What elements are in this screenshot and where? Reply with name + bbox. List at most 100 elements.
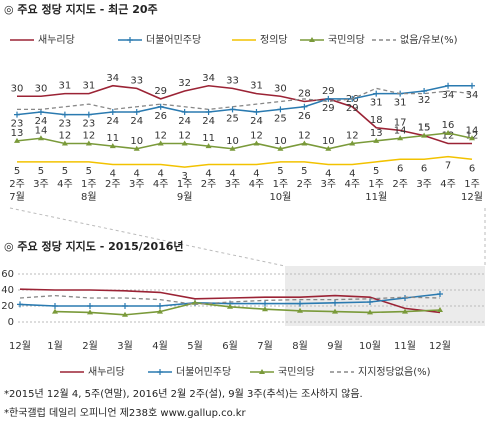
data-label: 31 <box>250 81 263 92</box>
marker <box>349 140 356 146</box>
x-tick-label: 4주 <box>440 179 456 190</box>
x-tick-label: 9월 <box>327 340 343 352</box>
marker <box>122 311 128 317</box>
data-label: 26 <box>298 111 311 122</box>
marker <box>181 140 188 146</box>
note: *2015년 12월 4, 5주(연말), 2016년 2월 2주(설), 9월… <box>4 387 363 400</box>
data-label: 10 <box>274 136 287 147</box>
chart-title: ◎ 주요 정당 지지도 - 2015/2016년 <box>4 239 184 253</box>
data-label: 3 <box>181 171 187 182</box>
data-label: 15 <box>418 123 431 134</box>
data-label: 5 <box>277 166 283 177</box>
data-label: 25 <box>226 113 239 124</box>
marker <box>469 135 475 141</box>
marker <box>277 106 284 113</box>
series-line <box>16 84 472 116</box>
legend-label: 국민의당 <box>328 34 365 46</box>
marker <box>259 369 265 374</box>
series-line <box>54 301 441 316</box>
marker <box>437 307 443 312</box>
data-label: 31 <box>394 98 407 109</box>
data-label: 33 <box>226 75 239 86</box>
data-label: 24 <box>130 116 143 127</box>
y-tick-label: 60 <box>1 269 14 280</box>
month-label: 10월 <box>269 191 291 203</box>
marker <box>301 103 308 110</box>
month-label: 12월 <box>461 191 483 203</box>
x-tick-label: 1주 <box>273 179 289 190</box>
marker <box>17 301 23 308</box>
legend-label: 더불어민주당 <box>146 34 201 46</box>
data-label: 29 <box>322 86 335 97</box>
data-label: 5 <box>86 166 92 177</box>
data-label: 13 <box>11 128 24 139</box>
data-label: 4 <box>229 169 235 180</box>
data-label: 31 <box>370 98 383 109</box>
marker <box>157 369 163 375</box>
month-label: 7월 <box>9 191 25 203</box>
y-tick-label: 20 <box>1 301 14 312</box>
x-tick-label: 4주 <box>249 179 265 190</box>
y-tick-label: 40 <box>1 285 14 296</box>
marker <box>157 140 164 146</box>
marker <box>402 308 408 314</box>
x-tick-label: 1주 <box>464 179 480 190</box>
x-tick-label: 3주 <box>416 179 432 190</box>
marker <box>229 145 236 151</box>
marker <box>253 140 260 146</box>
marker <box>469 82 475 89</box>
x-tick-label: 3주 <box>33 179 49 190</box>
x-tick-label: 1월 <box>47 340 63 352</box>
x-tick-label: 3주 <box>129 179 145 190</box>
x-tick-label: 2주 <box>297 179 313 190</box>
marker <box>397 135 404 141</box>
data-label: 4 <box>110 169 116 180</box>
marker <box>445 82 452 89</box>
legend-label: 새누리당 <box>88 366 125 378</box>
x-tick-label: 11월 <box>394 340 416 352</box>
data-label: 5 <box>38 166 44 177</box>
x-tick-label: 2주 <box>9 179 25 190</box>
marker <box>297 300 303 307</box>
series-line <box>16 132 473 150</box>
data-label: 30 <box>11 83 24 94</box>
data-label: 31 <box>59 81 72 92</box>
x-tick-label: 4주 <box>57 179 73 190</box>
data-label: 10 <box>322 136 335 147</box>
marker <box>14 111 20 118</box>
data-label: 4 <box>157 169 163 180</box>
x-tick-label: 1주 <box>81 179 97 190</box>
data-label: 31 <box>82 81 95 92</box>
data-label: 4 <box>205 169 211 180</box>
data-label: 4 <box>325 169 331 180</box>
y-tick-label: 0 <box>8 317 14 328</box>
x-tick-label: 4주 <box>153 179 169 190</box>
data-label: 32 <box>418 95 431 106</box>
x-tick-label: 10월 <box>359 340 381 352</box>
data-label: 6 <box>397 163 403 174</box>
month-label: 11월 <box>365 191 387 203</box>
data-label: 12 <box>298 131 311 142</box>
marker <box>367 299 373 305</box>
data-label: 12 <box>250 131 263 142</box>
data-label: 15 <box>418 123 431 134</box>
series-line <box>19 288 441 314</box>
chart-title: ◎ 주요 정당 지지도 - 최근 20주 <box>4 2 158 16</box>
marker <box>52 303 58 309</box>
marker <box>332 308 338 314</box>
data-label: 24 <box>250 116 263 127</box>
marker <box>192 299 198 305</box>
data-label: 12 <box>178 131 191 142</box>
data-label: 30 <box>274 83 287 94</box>
data-label: 25 <box>274 113 287 124</box>
data-label: 32 <box>178 78 191 89</box>
x-tick-label: 5월 <box>187 340 203 352</box>
marker <box>61 111 68 118</box>
marker <box>309 37 315 42</box>
data-label: 11 <box>202 133 215 144</box>
x-tick-label: 4월 <box>152 340 168 352</box>
data-label: 10 <box>226 136 239 147</box>
x-tick-label: 2주 <box>392 179 408 190</box>
marker <box>85 111 92 118</box>
